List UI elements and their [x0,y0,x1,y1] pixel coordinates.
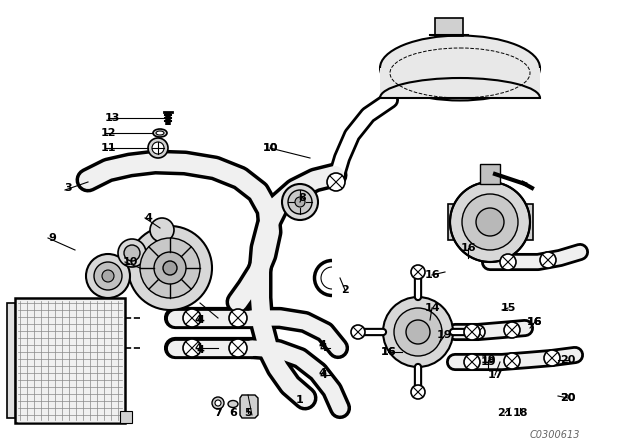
Text: 16: 16 [380,347,396,357]
Text: 16: 16 [527,317,543,327]
Circle shape [295,197,305,207]
Circle shape [140,238,200,298]
Text: 9: 9 [48,233,56,243]
Circle shape [504,353,520,369]
Circle shape [229,339,247,357]
Circle shape [327,173,345,191]
Circle shape [183,309,201,327]
Circle shape [154,252,186,284]
Circle shape [540,252,556,268]
Text: 10: 10 [262,143,278,153]
Text: 15: 15 [500,303,516,313]
Bar [7,303,15,418]
Circle shape [504,322,520,338]
Bar [380,68,540,98]
Text: 1: 1 [296,395,304,405]
Text: 19: 19 [480,355,496,365]
Circle shape [163,261,177,275]
Text: 18: 18 [512,408,528,418]
Circle shape [288,190,312,214]
Circle shape [464,354,480,370]
Circle shape [150,218,174,242]
Text: 7: 7 [214,408,222,418]
Circle shape [464,324,480,340]
Text: 4: 4 [194,343,202,353]
Circle shape [544,350,560,366]
Ellipse shape [153,129,167,137]
Circle shape [450,182,530,262]
Text: C0300613: C0300613 [530,430,580,440]
Text: 4: 4 [319,370,327,380]
Text: 8: 8 [298,193,306,203]
Circle shape [476,208,504,236]
Circle shape [351,325,365,339]
Text: 16: 16 [424,270,440,280]
Text: 19: 19 [437,330,453,340]
Text: 6: 6 [229,408,237,418]
Circle shape [118,239,146,267]
Text: 17: 17 [487,370,503,380]
Text: 2: 2 [341,285,349,295]
Text: 4: 4 [196,345,204,355]
Circle shape [183,339,201,357]
Circle shape [500,254,516,270]
Text: 4: 4 [194,315,202,325]
Ellipse shape [380,35,540,100]
Bar [120,411,132,423]
Circle shape [152,142,164,154]
Text: 4: 4 [318,340,326,350]
Circle shape [282,184,318,220]
Circle shape [383,297,453,367]
Text: 3: 3 [64,183,72,193]
Bar [480,164,500,184]
Circle shape [128,226,212,310]
Bar [15,298,125,423]
Text: 10: 10 [262,143,278,153]
Circle shape [406,320,430,344]
Text: 20: 20 [560,393,576,403]
Circle shape [462,194,518,250]
Text: 13: 13 [104,113,120,123]
Text: 12: 12 [100,128,116,138]
Text: 16: 16 [460,243,476,253]
Text: 11: 11 [100,143,116,153]
Ellipse shape [156,131,164,135]
Circle shape [148,138,168,158]
Circle shape [215,400,221,406]
Text: 10: 10 [122,257,138,267]
Circle shape [124,245,140,261]
Ellipse shape [228,401,238,408]
Text: 5: 5 [244,408,252,418]
Circle shape [86,254,130,298]
Circle shape [229,309,247,327]
Text: 14: 14 [424,303,440,313]
Bar [435,17,463,35]
Text: 4: 4 [319,343,327,353]
Bar [448,204,533,240]
Text: 19: 19 [480,357,496,367]
Text: 4: 4 [318,368,326,378]
Text: 16: 16 [527,317,543,327]
Text: 20: 20 [560,393,576,403]
Circle shape [394,308,442,356]
Text: 4: 4 [144,213,152,223]
Circle shape [102,270,114,282]
Circle shape [94,262,122,290]
Text: 21: 21 [497,408,513,418]
Circle shape [212,397,224,409]
Text: 4: 4 [196,315,204,325]
Circle shape [411,385,425,399]
Text: 20: 20 [560,355,576,365]
Text: 16: 16 [380,347,396,357]
Circle shape [411,265,425,279]
Circle shape [471,325,485,339]
Polygon shape [240,395,258,418]
